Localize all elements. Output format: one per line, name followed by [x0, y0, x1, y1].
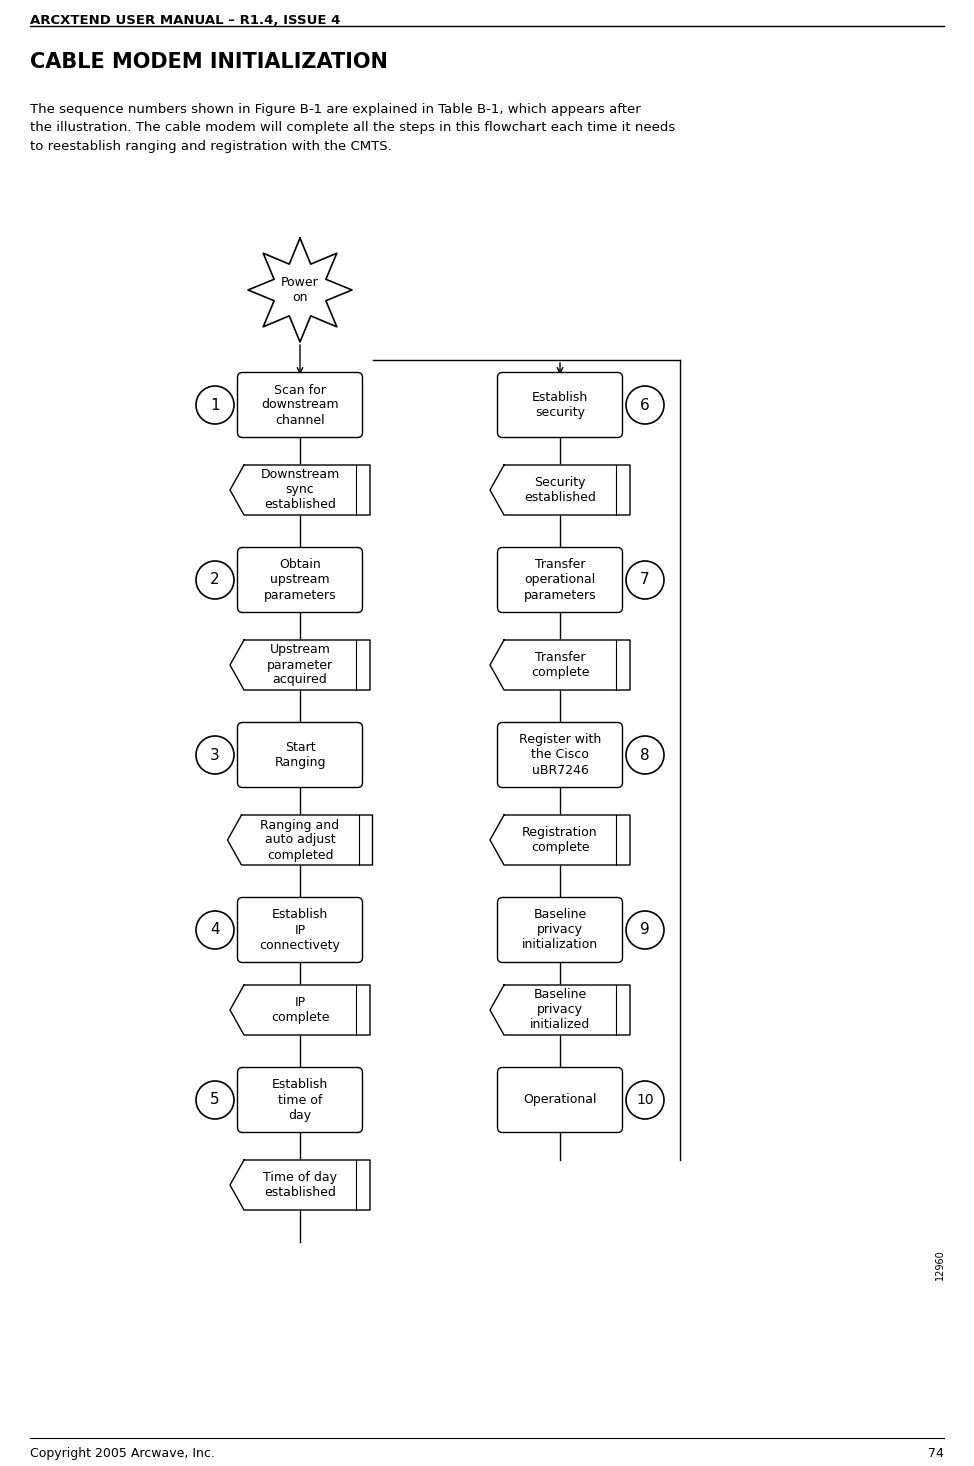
Polygon shape — [490, 985, 630, 1035]
Polygon shape — [490, 465, 630, 515]
FancyBboxPatch shape — [498, 723, 622, 787]
Text: Transfer
complete: Transfer complete — [531, 651, 589, 679]
Polygon shape — [230, 1160, 370, 1209]
Polygon shape — [490, 815, 630, 865]
FancyBboxPatch shape — [498, 372, 622, 437]
Text: 9: 9 — [640, 922, 650, 937]
Text: 5: 5 — [210, 1092, 220, 1107]
Polygon shape — [230, 641, 370, 690]
Text: 12960: 12960 — [935, 1249, 945, 1280]
FancyBboxPatch shape — [238, 897, 362, 963]
Text: 8: 8 — [640, 748, 650, 762]
Text: Copyright 2005 Arcwave, Inc.: Copyright 2005 Arcwave, Inc. — [30, 1447, 215, 1460]
Text: Baseline
privacy
initialized: Baseline privacy initialized — [530, 988, 590, 1032]
FancyBboxPatch shape — [498, 1067, 622, 1133]
FancyBboxPatch shape — [238, 547, 362, 613]
Text: Establish
IP
connectivety: Establish IP connectivety — [259, 909, 341, 951]
Text: Downstream
sync
established: Downstream sync established — [260, 469, 340, 512]
FancyBboxPatch shape — [498, 897, 622, 963]
Text: 1: 1 — [210, 397, 220, 412]
Text: 74: 74 — [928, 1447, 944, 1460]
FancyBboxPatch shape — [498, 547, 622, 613]
Text: Scan for
downstream
channel: Scan for downstream channel — [261, 384, 339, 427]
Text: CABLE MODEM INITIALIZATION: CABLE MODEM INITIALIZATION — [30, 51, 388, 72]
Text: IP
complete: IP complete — [271, 995, 329, 1023]
FancyBboxPatch shape — [238, 372, 362, 437]
Text: Baseline
privacy
initialization: Baseline privacy initialization — [522, 909, 598, 951]
Polygon shape — [490, 641, 630, 690]
Text: Establish
security: Establish security — [532, 391, 588, 419]
Polygon shape — [230, 465, 370, 515]
Text: 7: 7 — [640, 573, 650, 588]
Text: 2: 2 — [210, 573, 220, 588]
Text: The sequence numbers shown in Figure B-1 are explained in Table B-1, which appea: The sequence numbers shown in Figure B-1… — [30, 103, 675, 152]
Text: Registration
complete: Registration complete — [522, 825, 598, 855]
Text: Register with
the Cisco
uBR7246: Register with the Cisco uBR7246 — [519, 733, 601, 777]
Polygon shape — [248, 237, 352, 342]
FancyBboxPatch shape — [238, 1067, 362, 1133]
Text: 4: 4 — [210, 922, 220, 937]
Text: Start
Ranging: Start Ranging — [275, 740, 325, 770]
Text: Ranging and
auto adjust
completed: Ranging and auto adjust completed — [260, 818, 340, 862]
Polygon shape — [228, 815, 372, 865]
Text: 10: 10 — [636, 1094, 654, 1107]
Text: Obtain
upstream
parameters: Obtain upstream parameters — [264, 559, 336, 601]
Text: ARCXTEND USER MANUAL – R1.4, ISSUE 4: ARCXTEND USER MANUAL – R1.4, ISSUE 4 — [30, 15, 340, 26]
Polygon shape — [230, 985, 370, 1035]
Text: Time of day
established: Time of day established — [263, 1171, 337, 1199]
Text: 3: 3 — [210, 748, 220, 762]
Text: Transfer
operational
parameters: Transfer operational parameters — [524, 559, 596, 601]
Text: Power
on: Power on — [281, 276, 318, 303]
Text: Operational: Operational — [523, 1094, 597, 1107]
Text: Upstream
parameter
acquired: Upstream parameter acquired — [267, 644, 333, 686]
FancyBboxPatch shape — [238, 723, 362, 787]
Text: Security
established: Security established — [524, 476, 596, 504]
Text: 6: 6 — [640, 397, 650, 412]
Text: Establish
time of
day: Establish time of day — [272, 1079, 328, 1121]
